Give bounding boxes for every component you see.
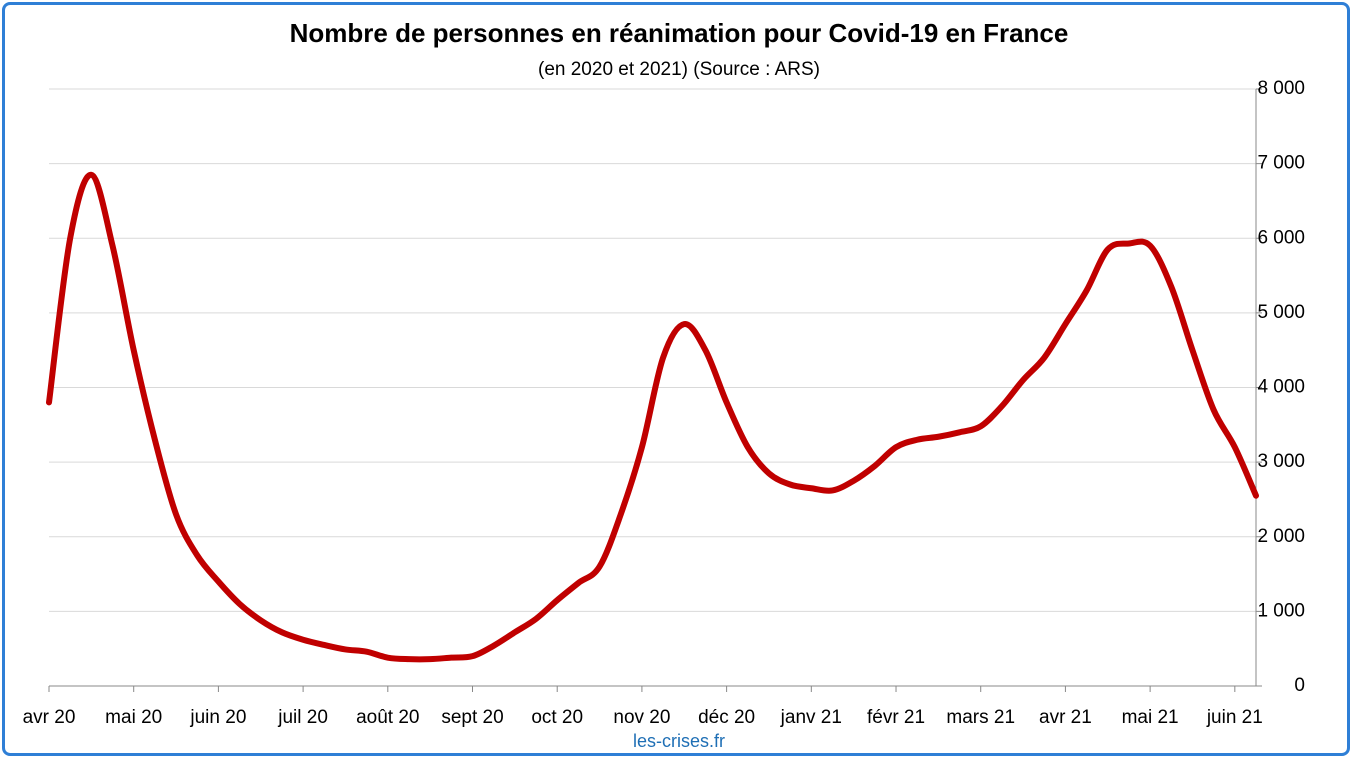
x-tick-label: mars 21 [946, 707, 1015, 728]
y-tick-label: 2 000 [1257, 526, 1305, 547]
y-tick-label: 8 000 [1257, 78, 1305, 99]
x-tick-label: mai 20 [105, 707, 162, 728]
x-tick-label: déc 20 [698, 707, 755, 728]
x-tick-label: août 20 [356, 707, 419, 728]
x-tick-label: nov 20 [613, 707, 670, 728]
y-tick-label: 1 000 [1257, 600, 1305, 621]
y-tick-label: 4 000 [1257, 377, 1305, 398]
source: les-crises.fr [633, 731, 725, 751]
x-tick-label: juil 20 [277, 707, 328, 728]
x-tick-label: oct 20 [531, 707, 583, 728]
x-tick-label: avr 20 [23, 707, 76, 728]
chart-title: Nombre de personnes en réanimation pour … [290, 18, 1069, 48]
y-tick-label: 7 000 [1257, 153, 1305, 174]
x-tick-label: févr 21 [867, 707, 925, 728]
y-tick-label: 0 [1294, 675, 1305, 696]
x-tick-label: mai 21 [1122, 707, 1179, 728]
y-tick-label: 5 000 [1257, 302, 1305, 323]
y-tick-label: 3 000 [1257, 451, 1305, 472]
x-tick-label: sept 20 [441, 707, 503, 728]
frame [2, 2, 1350, 756]
x-tick-label: avr 21 [1039, 707, 1092, 728]
line-series [46, 171, 1259, 663]
y-tick-label: 6 000 [1257, 227, 1305, 248]
x-tick-label: juin 20 [189, 707, 246, 728]
x-tick-label: janv 21 [780, 707, 842, 728]
x-tick-label: juin 21 [1206, 707, 1263, 728]
chart-subtitle: (en 2020 et 2021) (Source : ARS) [538, 59, 820, 80]
